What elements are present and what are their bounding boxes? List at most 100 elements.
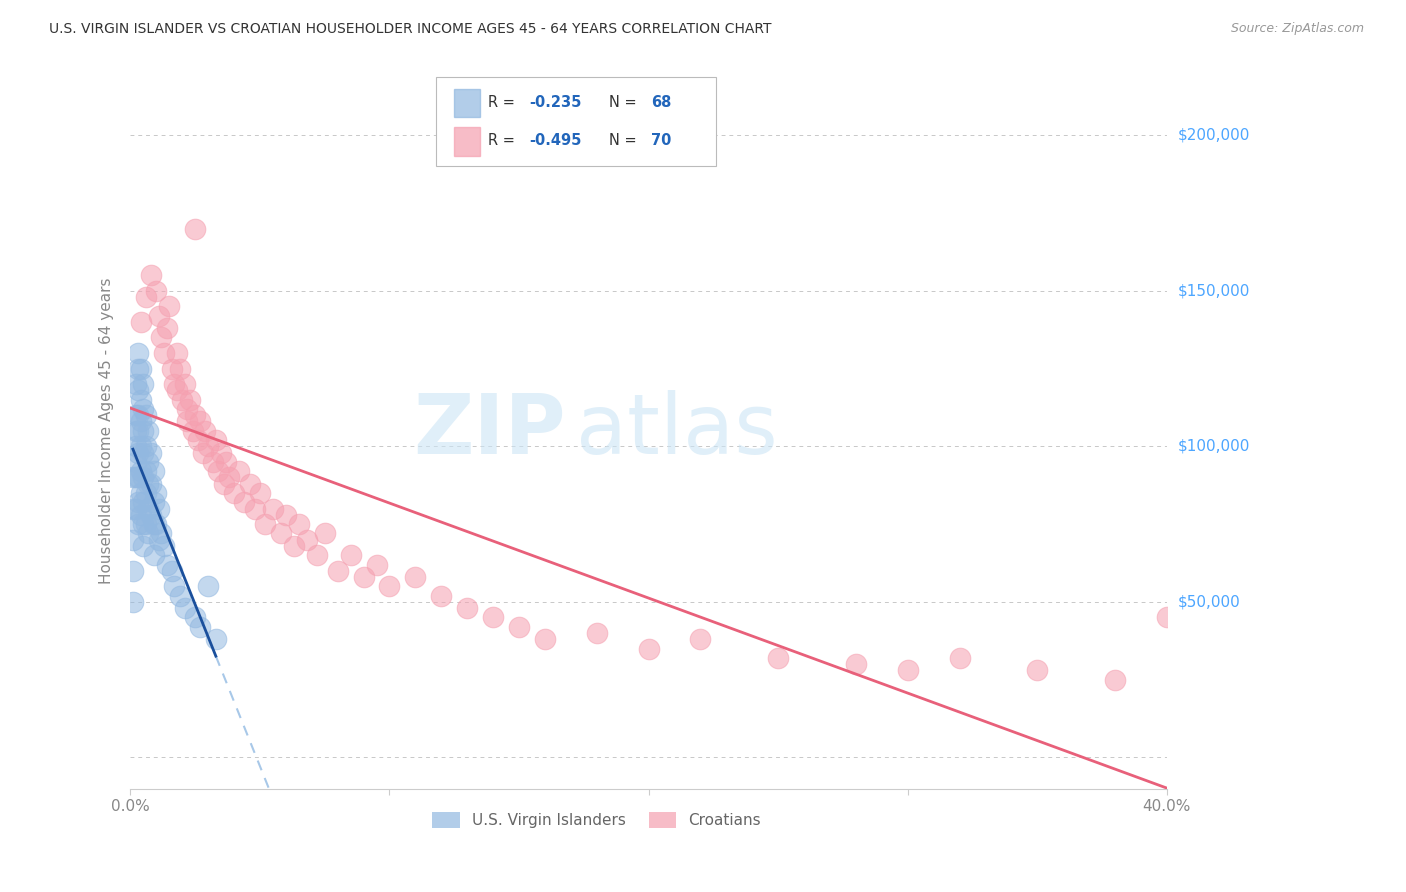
Text: U.S. VIRGIN ISLANDER VS CROATIAN HOUSEHOLDER INCOME AGES 45 - 64 YEARS CORRELATI: U.S. VIRGIN ISLANDER VS CROATIAN HOUSEHO… [49,22,772,37]
Point [138,424,160,438]
Point [138,526,160,541]
Point [404,570,426,584]
Point [124,377,146,392]
Point [197,579,219,593]
Point [238,476,260,491]
Point [326,564,349,578]
Point [689,632,711,647]
Point [124,424,146,438]
Point [129,361,152,376]
Point [637,641,659,656]
Point [188,414,211,428]
Point [124,455,146,469]
Text: R =: R = [488,95,519,110]
Point [127,424,149,438]
Legend: U.S. Virgin Islanders, Croatians: U.S. Virgin Islanders, Croatians [426,806,768,835]
Text: $200,000: $200,000 [1178,128,1250,143]
Point [1156,610,1178,624]
Point [124,439,146,453]
Point [139,508,162,522]
Point [169,361,191,376]
Point [163,579,186,593]
Point [138,455,160,469]
Point [135,439,157,453]
Point [205,632,228,647]
Point [138,476,160,491]
Point [139,445,162,459]
Point [124,408,146,422]
Point [295,533,318,547]
Point [194,424,217,438]
Point [132,470,155,484]
Point [122,533,145,547]
Point [184,221,207,235]
Point [129,464,152,478]
Point [184,408,207,422]
Point [148,501,170,516]
Point [160,564,183,578]
Text: N =: N = [609,133,641,148]
Point [205,433,228,447]
Bar [454,128,479,156]
Point [845,657,868,671]
Point [148,309,170,323]
Point [163,377,186,392]
Point [305,548,328,562]
Text: atlas: atlas [576,391,778,471]
Point [184,610,207,624]
Point [145,517,167,532]
Point [132,377,155,392]
Point [132,495,155,509]
Point [188,620,211,634]
Text: -0.495: -0.495 [530,133,582,148]
Point [157,299,180,313]
Y-axis label: Householder Income Ages 45 - 64 years: Householder Income Ages 45 - 64 years [100,277,114,584]
Point [132,445,155,459]
Point [127,445,149,459]
Point [254,517,277,532]
Point [430,589,453,603]
Point [122,564,145,578]
Point [129,486,152,500]
Text: -0.235: -0.235 [530,95,582,110]
Point [142,548,165,562]
Point [166,346,188,360]
Point [534,632,557,647]
Point [145,486,167,500]
Point [129,508,152,522]
Text: $100,000: $100,000 [1178,439,1250,454]
FancyBboxPatch shape [436,77,716,166]
Point [233,495,256,509]
Bar [454,88,479,117]
Point [228,464,250,478]
Point [378,579,401,593]
Point [135,408,157,422]
Point [132,517,155,532]
Text: 68: 68 [651,95,671,110]
Point [127,346,149,360]
Text: $150,000: $150,000 [1178,284,1250,298]
Point [897,663,920,677]
Point [127,361,149,376]
Point [156,558,179,572]
Point [202,455,225,469]
Point [135,464,157,478]
Point [127,495,149,509]
Point [142,495,165,509]
Point [129,439,152,453]
Point [1026,663,1049,677]
Point [138,501,160,516]
Point [288,517,311,532]
Point [314,526,336,541]
Point [191,445,214,459]
Point [127,517,149,532]
Point [197,439,219,453]
Point [172,392,194,407]
Point [132,539,155,553]
Point [176,414,198,428]
Point [181,424,204,438]
Point [132,424,155,438]
Point [145,284,167,298]
Point [187,433,209,447]
Point [212,476,235,491]
